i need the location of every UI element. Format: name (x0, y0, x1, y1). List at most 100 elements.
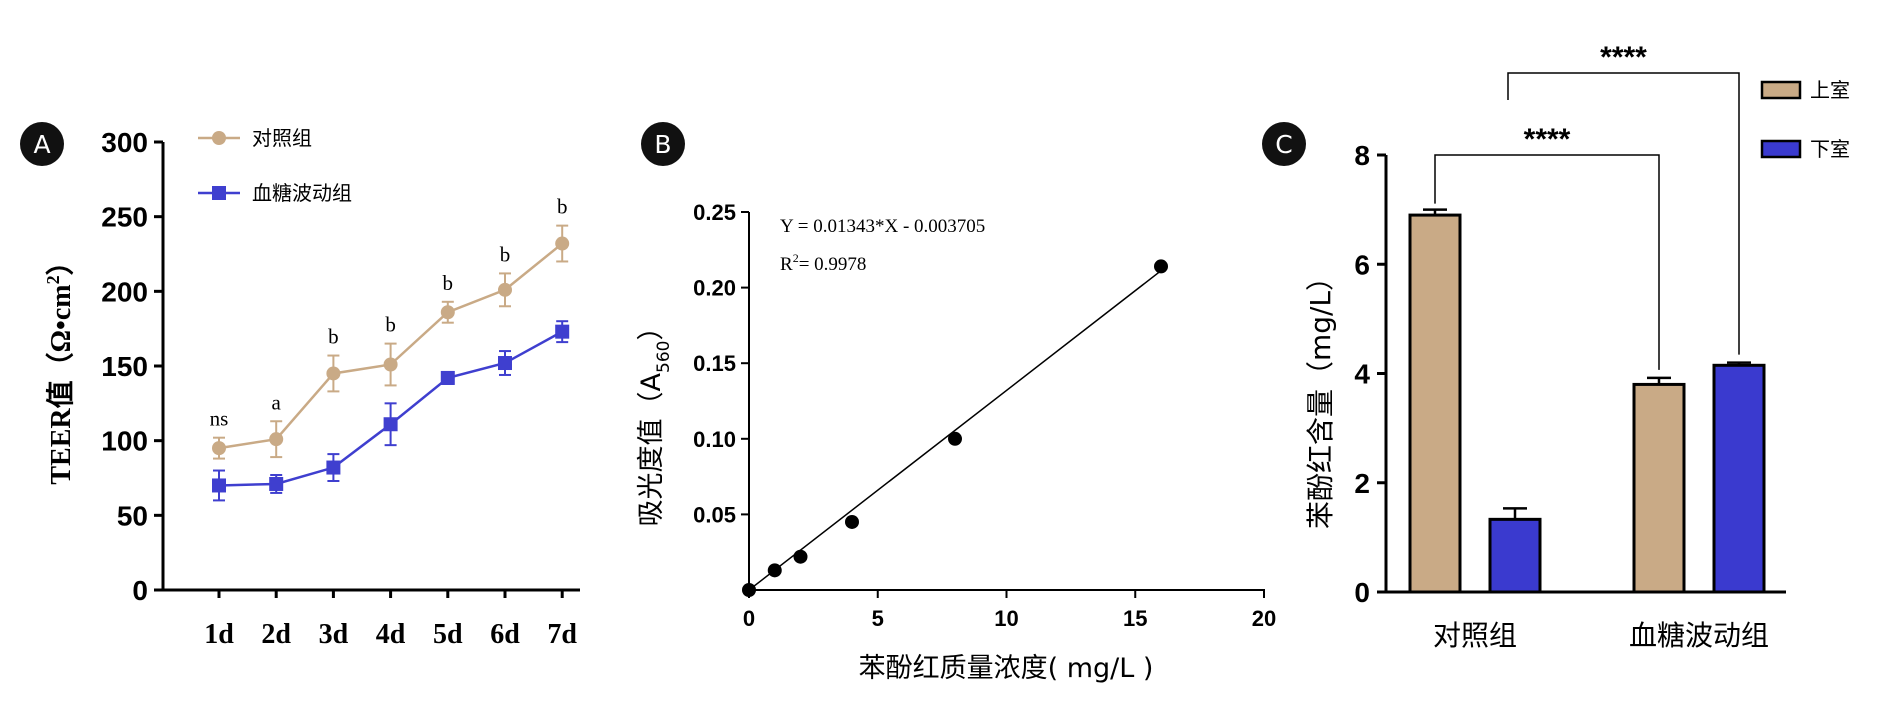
panel-b-label: B (654, 130, 671, 159)
panel-c-bar-lower (1488, 517, 1542, 594)
legend-upper-swatch (1760, 80, 1802, 100)
panel-b-y-label-sub: 560 (654, 341, 674, 373)
panel-a-x-tick-label: 3d (319, 619, 349, 650)
panel-b-chart: B 0.05 0.10 0.15 0.20 0.25 0 5 10 15 20 吸光度值（A56… (636, 122, 1276, 684)
panel-a-point-control (326, 366, 341, 381)
panel-c-y-axis-title: 苯酚红含量（mg/L） (1304, 263, 1337, 529)
legend-control-marker (212, 131, 226, 145)
panel-b-point (793, 549, 808, 564)
panel-a-y-label-sup: 2 (43, 275, 63, 284)
panel-b-y-axis-title: 吸光度值（A560） (636, 314, 674, 527)
panel-c-x-label: 对照组 (1433, 619, 1517, 652)
panel-c-y-tick-label: 0 (1354, 577, 1370, 608)
panel-c-significance-label-1: **** (1524, 123, 1571, 156)
panel-a-x-tick-label: 4d (376, 619, 406, 650)
panel-b-x-axis-title: 苯酚红质量浓度( mg/L ) (859, 653, 1154, 684)
panel-a-annotation: a (272, 390, 282, 414)
panel-c-y-tick-label: 2 (1354, 468, 1370, 499)
panel-b-point (767, 563, 782, 578)
panel-b-y-tick-label: 0.10 (693, 427, 736, 452)
panel-b-y-tick-label: 0.25 (693, 200, 736, 225)
panel-c-bar-upper (1408, 213, 1462, 594)
legend-control-label: 对照组 (252, 126, 312, 150)
panel-b-x-tick-label: 20 (1252, 606, 1276, 631)
panel-a-point-control (383, 357, 398, 372)
panel-b-y-ticks: 0.05 0.10 0.15 0.20 0.25 (693, 200, 749, 527)
panel-b-x-tick-label: 5 (872, 606, 884, 631)
panel-c-significance-label-2: **** (1600, 41, 1647, 74)
panel-a-annotation: b (443, 271, 454, 295)
panel-b-points (742, 259, 1168, 597)
panel-c-bar-upper (1632, 382, 1686, 594)
panel-a-y-tick-label: 250 (101, 202, 148, 233)
legend-lower-swatch (1760, 139, 1802, 159)
panel-c-x-labels: 对照组 血糖波动组 (1433, 619, 1769, 652)
panel-b-y-tick-label: 0.05 (693, 502, 736, 527)
panel-a-y-label-end: ） (44, 247, 77, 275)
panel-a-y-tick-label: 300 (101, 127, 148, 158)
panel-a-x-tick-label: 5d (433, 619, 463, 650)
panel-b-x-tick-label: 0 (743, 606, 755, 631)
legend-upper-label: 上室 (1810, 78, 1850, 102)
legend-lower-label: 下室 (1810, 137, 1850, 161)
legend-fluct-marker (212, 186, 226, 200)
panel-a-annotations: ns a b b b b b (210, 195, 568, 431)
panel-c-y-tick-label: 4 (1354, 359, 1370, 390)
panel-b-x-tick-label: 15 (1123, 606, 1147, 631)
panel-b-y-label-end: ） (636, 314, 667, 341)
panel-b-r2-sup: 2 (793, 251, 799, 265)
panel-a-point-fluct (555, 324, 570, 339)
panel-b-x-ticks: 0 5 10 15 20 (743, 590, 1276, 631)
panel-a-annotation: ns (210, 407, 229, 431)
panel-b-point (1154, 259, 1168, 274)
panel-a-annotation: b (328, 325, 339, 349)
panel-a-point-fluct (326, 460, 341, 475)
panel-c-bar-lower (1712, 363, 1766, 594)
panel-a-y-label-main: TEER值（Ω•cm (44, 284, 77, 484)
panel-a-x-ticks: 1d 2d 3d 4d 5d 6d 7d (204, 590, 577, 650)
panel-b-y-tick-label: 0.20 (693, 276, 736, 301)
panel-a-point-control (212, 441, 226, 456)
panel-a-y-tick-label: 200 (101, 276, 148, 307)
panel-b-r2-prefix: R (780, 254, 793, 275)
panel-a-y-tick-label: 100 (101, 426, 148, 457)
panel-b-r2: R2= 0.9978 (780, 251, 866, 275)
panel-c-y-ticks: 0 2 4 6 8 (1354, 140, 1386, 608)
panel-b-r2-value: = 0.9978 (799, 254, 867, 275)
panel-a-annotation: b (500, 242, 511, 266)
panel-a-annotation: b (557, 195, 568, 219)
panel-a-label: A (33, 130, 50, 159)
panel-a-x-tick-label: 7d (547, 619, 577, 650)
panel-a-point-fluct (269, 476, 284, 491)
panel-c-y-tick-label: 8 (1354, 140, 1370, 171)
panel-c-badge (1262, 122, 1306, 166)
panel-a-point-control (555, 236, 570, 251)
panel-c-legend: 上室 下室 (1760, 78, 1850, 161)
panel-b-point (742, 583, 756, 597)
panel-a-point-fluct (440, 370, 455, 385)
panel-c-label: C (1275, 130, 1292, 159)
panel-a-y-ticks: 0 50 100 150 200 250 300 (101, 127, 163, 606)
panel-a-legend: 对照组 血糖波动组 (198, 126, 352, 205)
panel-c-significance-bracket-2 (1507, 72, 1740, 355)
panel-a-badge (20, 122, 64, 166)
panel-a-chart: A 0 50 100 150 200 250 300 1d 2d 3d 4d 5d 6d 7d TEER… (20, 122, 580, 650)
panel-c-significance: **** **** (1434, 41, 1740, 370)
panel-a-y-tick-label: 150 (101, 351, 148, 382)
panel-b-fit-line (748, 270, 1162, 591)
panel-a-x-tick-label: 6d (490, 619, 520, 650)
panel-b-badge (641, 122, 685, 166)
panel-b-point (948, 431, 962, 446)
panel-c-bars (1408, 208, 1766, 594)
panel-a-x-tick-label: 1d (204, 619, 234, 650)
panel-a-y-axis-title: TEER值（Ω•cm2） (43, 247, 77, 484)
panel-a-point-control (498, 282, 512, 297)
panel-a-point-fluct (383, 417, 398, 432)
panel-c-y-tick-label: 6 (1354, 249, 1370, 280)
legend-fluct-label: 血糖波动组 (252, 181, 352, 205)
panel-b-y-tick-label: 0.15 (693, 351, 736, 376)
panel-b-y-label-main: 吸光度值（A (636, 372, 667, 526)
panel-a-point-control (440, 305, 455, 320)
panel-b-equation: Y = 0.01343*X - 0.003705 (780, 216, 985, 237)
